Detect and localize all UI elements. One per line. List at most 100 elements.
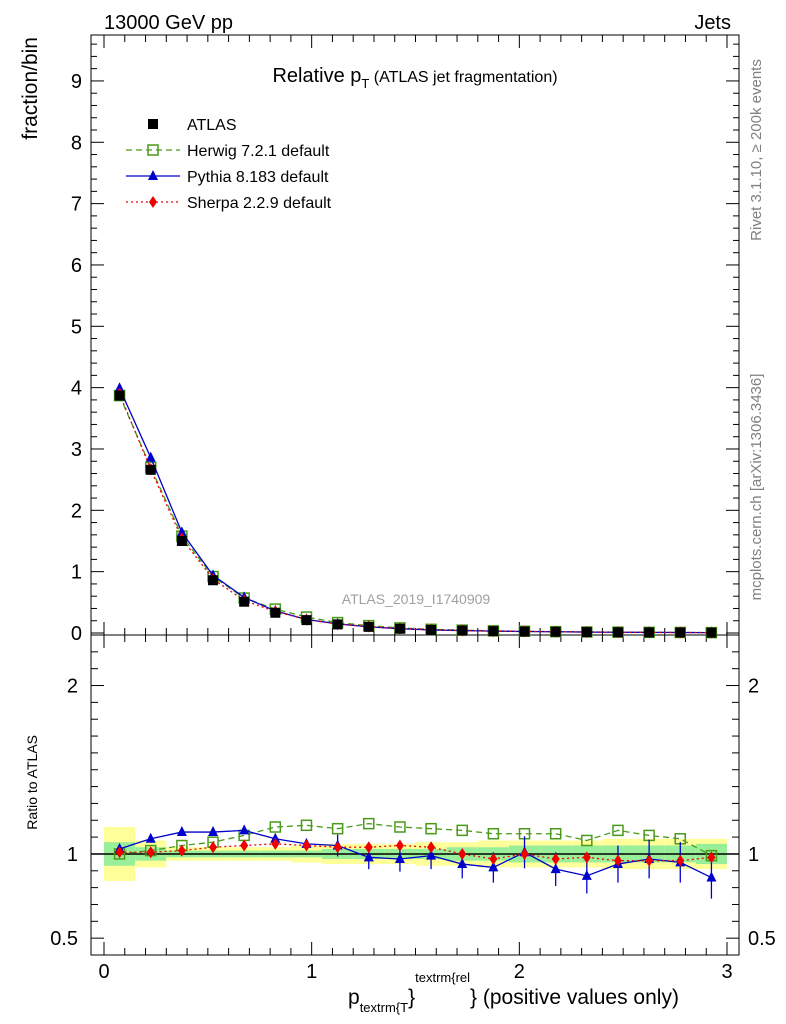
legend-marker [148, 119, 158, 129]
main-data-point [208, 575, 219, 586]
ratio-data-point [209, 841, 218, 854]
ratio-data-point [550, 863, 561, 874]
main-data-point [581, 627, 592, 638]
ratio-series-line [119, 843, 712, 862]
y-tick-label: 0 [71, 623, 82, 645]
ratio-data-point [363, 817, 375, 830]
ratio-data-point [239, 824, 250, 835]
ratio-data-point [208, 826, 219, 837]
ratio-data-point [458, 847, 467, 860]
x-tick-label: 3 [721, 961, 732, 983]
main-data-point [145, 451, 156, 462]
ratio-uncertainty-band [91, 827, 739, 881]
main-data-point [145, 464, 156, 475]
ratio-y-tick-label-left: 2 [67, 676, 78, 698]
y-tick-label: 4 [71, 378, 82, 400]
y-axis-label-ratio: Ratio to ATLAS [24, 735, 40, 830]
ratio-y-tick-label-right: 1 [748, 844, 759, 866]
main-data-point [301, 615, 312, 626]
plot-title: Relative pT (ATLAS jet fragmentation) [272, 65, 557, 91]
main-data-point [644, 627, 655, 638]
main-data-point [363, 621, 374, 632]
ratio-data-point [395, 839, 404, 852]
legend-label: Sherpa 2.2.9 default [187, 195, 332, 212]
header-jets: Jets [694, 12, 731, 34]
main-data-point [675, 627, 686, 638]
header-energy: 13000 GeV pp [104, 12, 233, 34]
x-tick-label: 1 [306, 961, 317, 983]
x-axis-label: ptextrm{T}textrm{rel} (positive values o… [348, 970, 679, 1015]
ratio-data-point [487, 827, 500, 840]
ratio-data-point [706, 871, 717, 882]
ratio-data-point [520, 847, 529, 860]
ratio-data-point [488, 861, 499, 872]
y-tick-label: 6 [71, 255, 82, 277]
ratio-data-point [427, 841, 436, 854]
main-data-point [114, 382, 125, 393]
ratio-data-point [363, 851, 374, 862]
ratio-data-point [177, 844, 186, 857]
ratio-data-point [613, 854, 622, 867]
ratio-data-point [302, 839, 311, 852]
main-data-point [176, 535, 187, 546]
ratio-data-point [145, 832, 156, 843]
main-data-point [270, 607, 281, 618]
y-tick-label: 7 [71, 194, 82, 216]
ratio-data-point [582, 851, 591, 864]
main-data-point [332, 619, 343, 630]
main-data-point [114, 390, 125, 401]
ratio-data-point [271, 837, 280, 850]
ratio-data-point [331, 822, 344, 835]
ratio-data-point [300, 819, 313, 832]
ratio-y-tick-label-right: 0.5 [748, 928, 776, 950]
y-tick-label: 2 [71, 500, 82, 522]
ratio-plot-frame [90, 634, 740, 956]
x-tick-label: 2 [514, 961, 525, 983]
main-data-point [176, 526, 187, 537]
ratio-data-point [425, 822, 437, 835]
legend: ATLAS Herwig 7.2.1 default Pythia 8.183 de… [126, 117, 332, 212]
ratio-data-point [394, 853, 405, 863]
ratio-data-point [612, 824, 624, 837]
main-data-point [457, 625, 468, 636]
ratio-data-point [707, 851, 716, 864]
data-series [113, 382, 718, 899]
main-data-point [550, 626, 561, 637]
main-data-point [239, 596, 250, 607]
ratio-data-point [146, 846, 155, 859]
y-tick-label: 3 [71, 439, 82, 461]
ratio-y-tick-label-right: 2 [748, 676, 759, 698]
ratio-data-point [176, 826, 187, 837]
ratio-data-point [269, 821, 282, 833]
legend-label: Pythia 8.183 default [187, 169, 329, 186]
ratio-data-point [551, 853, 560, 865]
ratio-data-point [645, 854, 654, 867]
axis-ticks: 0 1 2 3 4 5 6 7 8 9 0 1 2 3 0.5 0.5 1 1 2 2 [50, 35, 776, 983]
ratio-data-point [457, 858, 468, 869]
y-axis-label-main: fraction/bin [19, 37, 42, 140]
ratio-data-point [581, 869, 592, 880]
main-data-point [488, 626, 499, 637]
ratio-y-tick-label-left: 1 [67, 844, 78, 866]
x-tick-label: 0 [98, 961, 109, 983]
legend-label: Herwig 7.2.1 default [187, 143, 330, 160]
rivet-label: Rivet 3.1.10, ≥ 200k events [748, 59, 765, 241]
ratio-data-point [394, 821, 406, 833]
ratio-data-point [270, 832, 281, 843]
ratio-series-line [119, 829, 712, 879]
y-tick-label: 5 [71, 316, 82, 338]
ratio-y-tick-label-left: 0.5 [50, 928, 78, 950]
legend-marker [147, 144, 159, 156]
ratio-data-point [581, 834, 593, 847]
legend-marker [149, 196, 157, 208]
ratio-data-point [456, 824, 468, 837]
ratio-data-point [489, 853, 498, 865]
legend-marker [148, 170, 158, 180]
main-data-point [706, 627, 717, 638]
mcplots-label: mcplots.cern.ch [arXiv:1306.3436] [748, 374, 765, 601]
main-data-point [612, 627, 623, 638]
ratio-data-point [364, 841, 373, 854]
y-tick-label: 8 [71, 132, 82, 154]
ratio-data-point [115, 846, 124, 859]
